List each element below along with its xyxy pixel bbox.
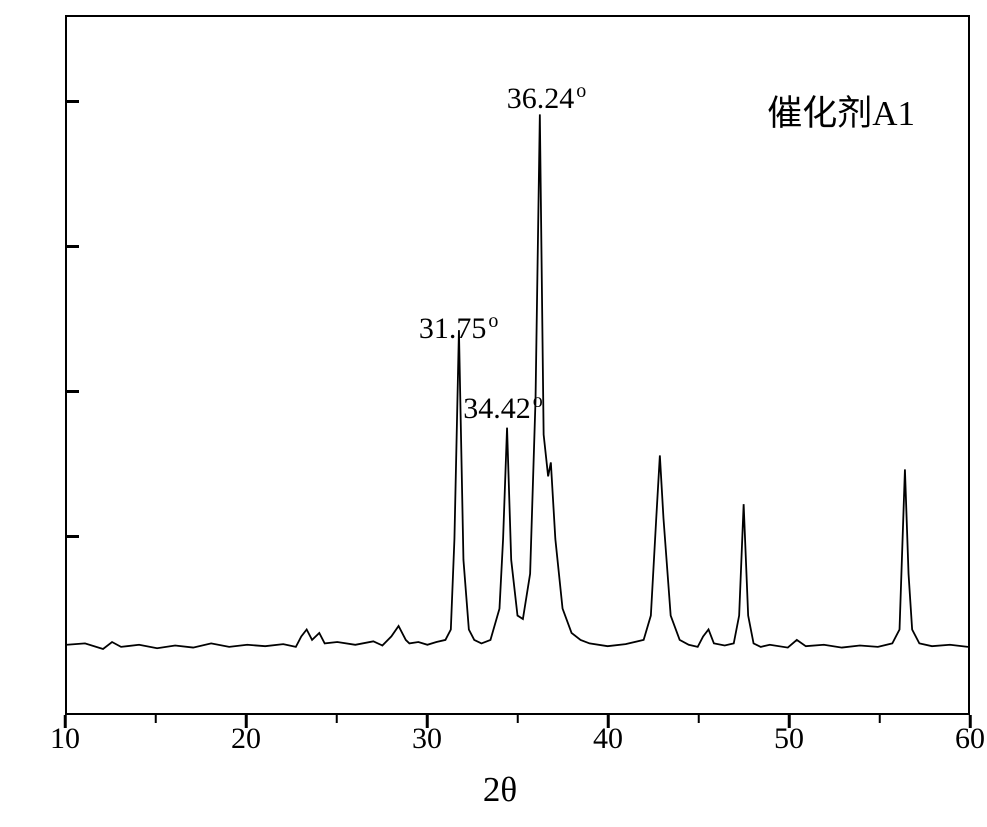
x-minor-tick-mark [516, 715, 519, 723]
y-tick-mark [65, 390, 79, 393]
x-tick-label: 50 [774, 722, 804, 756]
y-tick-mark [65, 535, 79, 538]
x-tick-label: 20 [231, 722, 261, 756]
x-tick-label: 30 [412, 722, 442, 756]
y-tick-mark [65, 245, 79, 248]
x-tick-label: 40 [593, 722, 623, 756]
y-tick-mark [65, 100, 79, 103]
x-minor-tick-mark [154, 715, 157, 723]
x-axis-label: 2θ [483, 770, 517, 810]
x-tick-label: 60 [955, 722, 985, 756]
x-minor-tick-mark [335, 715, 338, 723]
peak-label: 31.75o [419, 310, 499, 346]
xrd-chart: 102030405060 2θ 催化剂A1 31.75o34.42o36.24o [30, 15, 970, 735]
legend-label: 催化剂A1 [767, 85, 915, 136]
x-tick-label: 10 [50, 722, 80, 756]
peak-label: 36.24o [507, 80, 587, 116]
x-minor-tick-mark [878, 715, 881, 723]
peak-label: 34.42o [463, 390, 543, 426]
x-minor-tick-mark [697, 715, 700, 723]
